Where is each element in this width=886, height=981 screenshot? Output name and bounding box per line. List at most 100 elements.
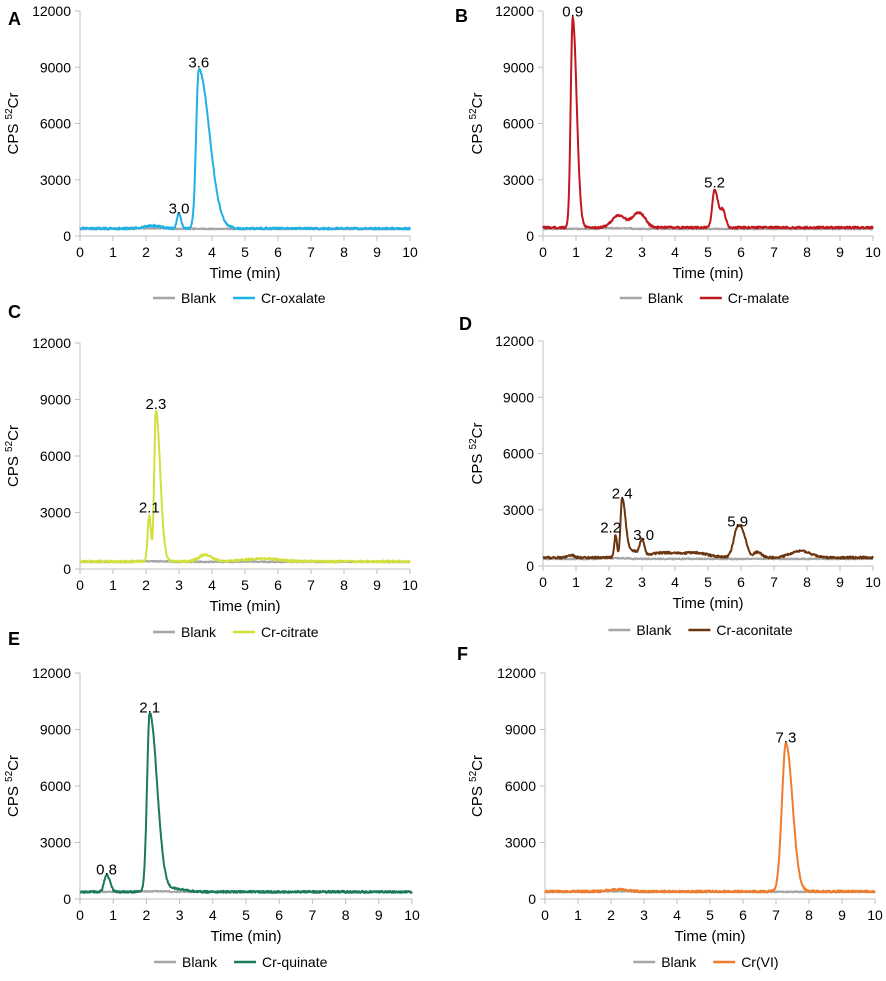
x-tick-label: 8 xyxy=(342,907,350,923)
x-tick-label: 2 xyxy=(605,244,613,260)
x-tick-label: 9 xyxy=(373,244,381,260)
legend: Blank Cr-aconitate xyxy=(608,622,793,638)
legend: Blank Cr-malate xyxy=(619,290,790,306)
series-line-cr-malate xyxy=(542,16,874,230)
y-tick-label: 9000 xyxy=(40,722,71,738)
peak-label: 5.2 xyxy=(704,174,725,191)
series-line-cr-citrate xyxy=(79,409,411,564)
y-tick-label: 6000 xyxy=(503,446,534,462)
x-tick-label: 6 xyxy=(274,577,282,593)
legend-label: Cr(VI) xyxy=(741,954,778,970)
y-tick-label: 3000 xyxy=(505,835,536,851)
x-tick-label: 0 xyxy=(541,907,549,923)
x-tick-label: 7 xyxy=(309,907,317,923)
y-tick-label: 3000 xyxy=(40,172,71,188)
x-tick-label: 4 xyxy=(208,577,216,593)
peak-label: 7.3 xyxy=(775,730,796,747)
x-tick-label: 5 xyxy=(242,907,250,923)
x-tick-label: 1 xyxy=(574,907,582,923)
x-tick-label: 10 xyxy=(865,244,881,260)
x-tick-label: 8 xyxy=(340,244,348,260)
series-line-cr-quinate xyxy=(79,712,413,894)
x-tick-label: 5 xyxy=(706,907,714,923)
x-tick-label: 0 xyxy=(76,577,84,593)
x-tick-label: 7 xyxy=(307,577,315,593)
x-tick-label: 1 xyxy=(109,244,117,260)
y-tick-label: 12000 xyxy=(495,3,534,19)
y-tick-label: 9000 xyxy=(503,59,534,75)
y-tick-label: 3000 xyxy=(40,505,71,521)
x-tick-label: 3 xyxy=(638,574,646,590)
chart-panel-b: B 0 3000 6000 9000 12000 0 1 2 3 4 5 6 7 8 9 10 Time (min… xyxy=(455,3,881,306)
x-axis-title: Time (min) xyxy=(210,928,281,945)
panel-letter: C xyxy=(8,302,21,322)
legend-label: Cr-citrate xyxy=(261,624,319,640)
peak-label: 2.4 xyxy=(612,486,633,503)
x-tick-label: 2 xyxy=(142,577,150,593)
legend-label: Blank xyxy=(648,290,684,306)
x-tick-label: 10 xyxy=(867,907,883,923)
peak-label: 2.2 xyxy=(600,519,621,536)
x-tick-label: 4 xyxy=(208,244,216,260)
y-tick-label: 9000 xyxy=(40,392,71,408)
x-tick-label: 8 xyxy=(803,574,811,590)
x-tick-label: 0 xyxy=(539,244,547,260)
y-tick-label: 6000 xyxy=(505,778,536,794)
legend-label: Blank xyxy=(182,954,218,970)
y-tick-label: 3000 xyxy=(40,835,71,851)
x-tick-label: 4 xyxy=(673,907,681,923)
y-tick-label: 0 xyxy=(63,891,71,907)
legend-label: Blank xyxy=(661,954,697,970)
x-axis-title: Time (min) xyxy=(672,265,743,282)
y-tick-label: 0 xyxy=(63,561,71,577)
x-tick-label: 0 xyxy=(76,907,84,923)
legend-label: Blank xyxy=(181,290,217,306)
peak-label: 3.0 xyxy=(633,527,654,544)
x-tick-label: 5 xyxy=(704,574,712,590)
peak-label: 0.9 xyxy=(562,4,583,21)
x-tick-label: 3 xyxy=(638,244,646,260)
x-tick-label: 5 xyxy=(241,244,249,260)
x-tick-label: 8 xyxy=(340,577,348,593)
x-tick-label: 1 xyxy=(572,244,580,260)
peak-label: 3.6 xyxy=(188,54,209,71)
peak-label: 2.1 xyxy=(139,500,160,517)
peak-label: 3.0 xyxy=(169,201,190,218)
legend-label: Cr-quinate xyxy=(262,954,328,970)
x-tick-label: 2 xyxy=(142,244,150,260)
peak-label: 0.8 xyxy=(96,862,117,879)
legend-label: Blank xyxy=(181,624,217,640)
peak-label: 2.1 xyxy=(139,700,160,717)
legend-label: Blank xyxy=(636,622,672,638)
y-tick-label: 12000 xyxy=(32,335,71,351)
x-tick-label: 8 xyxy=(803,244,811,260)
y-tick-label: 6000 xyxy=(503,116,534,132)
x-tick-label: 6 xyxy=(275,907,283,923)
legend-label: Cr-malate xyxy=(728,290,790,306)
x-tick-label: 2 xyxy=(607,907,615,923)
y-tick-label: 9000 xyxy=(505,722,536,738)
panel-letter: B xyxy=(455,6,468,26)
panel-letter: F xyxy=(457,644,468,664)
x-tick-label: 4 xyxy=(209,907,217,923)
y-axis-title: CPS 52Cr xyxy=(468,423,486,485)
x-tick-label: 9 xyxy=(836,244,844,260)
peak-label: 5.9 xyxy=(727,514,748,531)
x-tick-label: 10 xyxy=(865,574,881,590)
x-tick-label: 3 xyxy=(175,577,183,593)
x-tick-label: 9 xyxy=(373,577,381,593)
chart-panel-c: C 0 3000 6000 9000 12000 0 1 2 3 4 5 6 7 8 9 10 Time (min… xyxy=(4,302,418,640)
x-tick-label: 6 xyxy=(737,574,745,590)
x-tick-label: 1 xyxy=(109,577,117,593)
x-tick-label: 1 xyxy=(109,907,117,923)
peak-label: 2.3 xyxy=(145,396,166,413)
x-tick-label: 10 xyxy=(402,244,418,260)
x-tick-label: 10 xyxy=(402,577,418,593)
x-tick-label: 6 xyxy=(739,907,747,923)
panel-letter: E xyxy=(8,629,20,649)
x-tick-label: 6 xyxy=(737,244,745,260)
y-axis-title: CPS 52Cr xyxy=(468,93,486,155)
x-axis-title: Time (min) xyxy=(209,598,280,615)
x-tick-label: 4 xyxy=(671,574,679,590)
